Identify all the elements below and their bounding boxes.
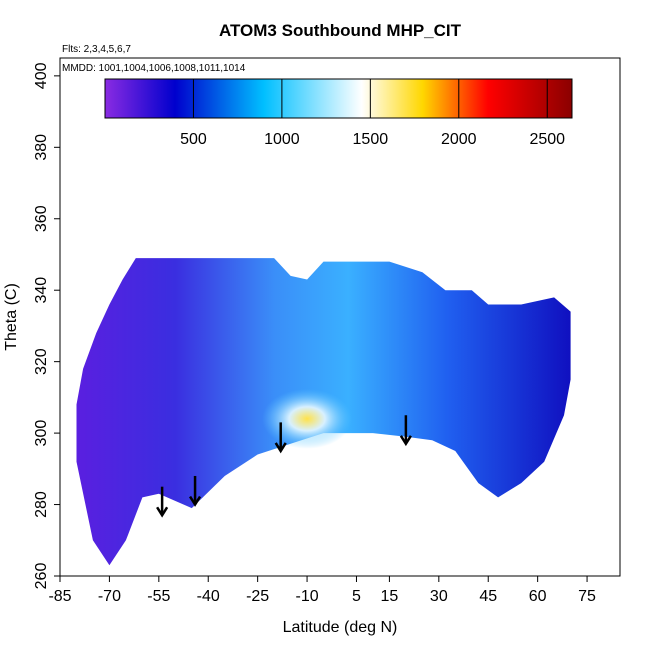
x-tick-label: 45 bbox=[479, 588, 497, 605]
y-tick-label: 260 bbox=[33, 563, 50, 590]
x-axis-label: Latitude (deg N) bbox=[283, 619, 398, 636]
x-tick-label: -25 bbox=[246, 588, 269, 605]
y-tick-label: 300 bbox=[33, 420, 50, 447]
y-tick-label: 360 bbox=[33, 205, 50, 232]
x-tick-label: 60 bbox=[529, 588, 547, 605]
x-tick-label: -85 bbox=[48, 588, 71, 605]
x-axis: -85 -70 -55 -40 -25 -10 5 15 30 45 60 75 bbox=[48, 576, 596, 605]
dates-annotation: MMDD: 1001,1004,1006,1008,1011,1014 bbox=[62, 63, 246, 74]
y-tick-label: 320 bbox=[33, 348, 50, 375]
colorbar-ticks: 500 1000 1500 2000 2500 bbox=[180, 79, 565, 148]
arrows-layer bbox=[156, 415, 412, 518]
arrow-head bbox=[156, 506, 169, 518]
max-value-region bbox=[262, 388, 353, 449]
colorbar-tick-label: 1500 bbox=[353, 131, 389, 148]
x-tick-label: 30 bbox=[430, 588, 448, 605]
plot-frame bbox=[59, 57, 621, 577]
y-axis-label: Theta (C) bbox=[3, 283, 20, 351]
x-tick-label: -55 bbox=[147, 588, 170, 605]
colorbar-tick-label: 2500 bbox=[529, 131, 565, 148]
y-tick-label: 280 bbox=[33, 491, 50, 518]
arrow-head bbox=[274, 442, 287, 454]
x-tick-label: 75 bbox=[578, 588, 596, 605]
data-field bbox=[76, 258, 571, 566]
colorbar-tick-label: 500 bbox=[180, 131, 207, 148]
chart-title: ATOM3 Southbound MHP_CIT bbox=[219, 21, 462, 40]
x-tick-label: -40 bbox=[197, 588, 220, 605]
colorbar bbox=[104, 78, 573, 119]
x-tick-label: -70 bbox=[98, 588, 121, 605]
arrow-head bbox=[188, 495, 202, 507]
x-tick-label: -10 bbox=[295, 588, 318, 605]
colorbar-tick-label: 1000 bbox=[264, 131, 300, 148]
y-tick-label: 400 bbox=[33, 62, 50, 89]
y-axis: 260 280 300 320 340 360 380 400 bbox=[33, 62, 60, 589]
y-tick-label: 340 bbox=[33, 277, 50, 304]
colorbar-tick-label: 2000 bbox=[441, 131, 477, 148]
flights-annotation: Flts: 2,3,4,5,6,7 bbox=[62, 44, 131, 55]
x-tick-label: 15 bbox=[381, 588, 399, 605]
x-tick-label: 5 bbox=[352, 588, 361, 605]
y-tick-label: 380 bbox=[33, 134, 50, 161]
arrow-head bbox=[399, 435, 412, 447]
